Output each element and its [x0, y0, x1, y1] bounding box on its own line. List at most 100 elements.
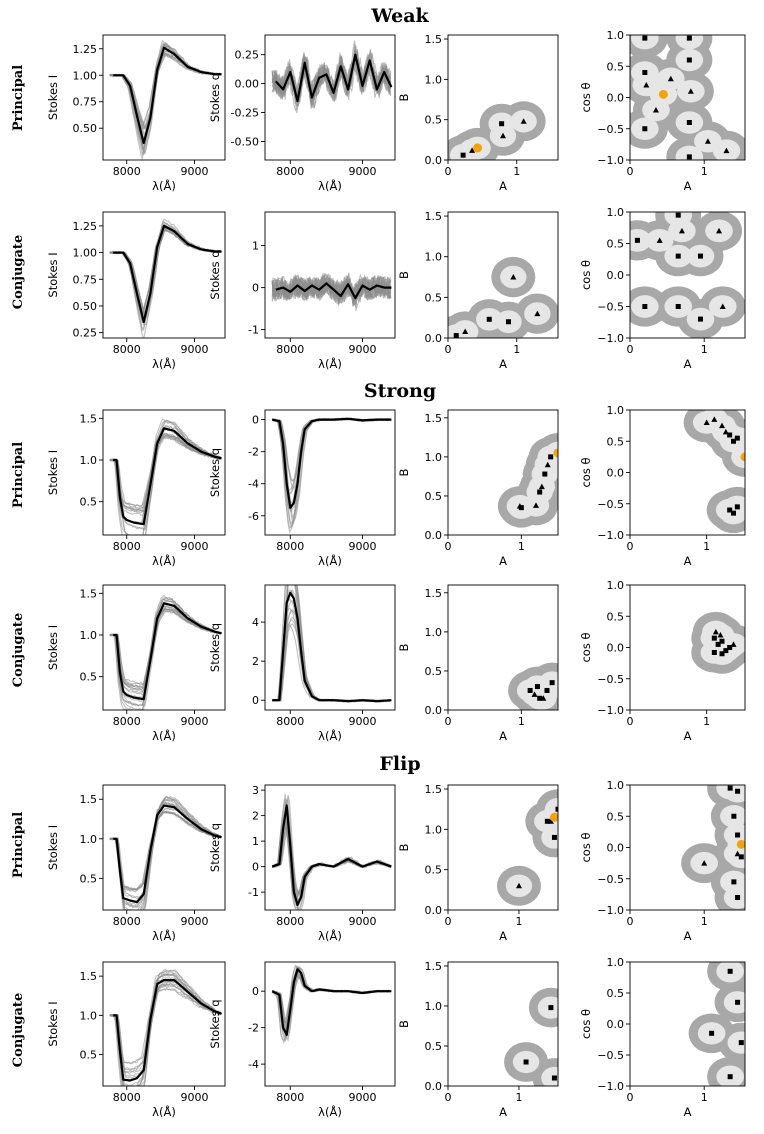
best-fit-marker: [553, 448, 558, 458]
square-marker: [731, 879, 737, 885]
model-curve: [109, 428, 221, 525]
x-tick-label: 0: [627, 915, 634, 928]
y-tick-label: 0.75: [73, 96, 98, 109]
square-marker: [542, 471, 548, 477]
model-curve: [109, 49, 222, 136]
model-curve: [109, 42, 222, 156]
y-tick-label: 1.5: [80, 412, 98, 425]
model-curve: [109, 810, 222, 891]
model-curve: [109, 436, 221, 508]
model-curve: [109, 978, 222, 1082]
model-curve: [109, 228, 221, 316]
x-tick-label: 1: [701, 343, 708, 356]
square-marker: [719, 651, 725, 657]
model-curve: [109, 802, 222, 908]
model-curve: [109, 53, 222, 130]
panel-flip-principal-ab: 0 1 0.0 0.5 1.0 1.5 A B: [397, 783, 559, 943]
y-tick-label: 0.0: [607, 467, 625, 480]
x-axis-label: λ(Å): [152, 356, 176, 371]
square-marker: [506, 319, 511, 325]
observed-curve: [113, 804, 222, 904]
y-tick-label: 0.5: [80, 671, 98, 684]
panel-strong-principal-stokes-i: 8000 9000 0.5 1.0 1.5 λ(Å) Stokes I: [46, 409, 226, 568]
model-curve: [271, 585, 391, 703]
x-tick-label: 8000: [113, 715, 141, 728]
y-axis-label: Stokes q: [208, 448, 222, 497]
x-axis-label: A: [499, 1105, 507, 1119]
x-tick-label: 9000: [181, 715, 209, 728]
plot-area: [109, 795, 222, 910]
model-curve: [109, 46, 222, 147]
x-axis-label: λ(Å): [318, 356, 342, 371]
model-curve: [109, 610, 222, 685]
y-tick-label: 0.50: [73, 300, 98, 313]
model-curve: [109, 53, 222, 130]
model-curve: [271, 417, 391, 496]
y-tick-label: 0: [252, 414, 259, 427]
square-marker: [697, 253, 703, 259]
triangle-marker: [515, 882, 522, 889]
y-tick-label: 1.0: [425, 251, 443, 264]
square-marker: [686, 35, 692, 41]
axes-frame: [102, 584, 226, 711]
axes-frame: [264, 211, 396, 339]
model-curve: [109, 52, 222, 131]
model-curve: [109, 220, 222, 332]
y-axis-label: Stokes q: [208, 999, 222, 1048]
axes-frame: [102, 34, 226, 161]
y-tick-label: 0.0: [425, 1080, 443, 1093]
x-tick-label: 8000: [113, 343, 141, 356]
square-marker: [727, 432, 733, 438]
triangle-marker: [469, 147, 476, 153]
axes-frame: [447, 961, 559, 1087]
y-tick-label: 1.00: [73, 69, 98, 82]
x-axis-label: λ(Å): [318, 553, 342, 568]
square-marker: [460, 152, 466, 158]
x-axis-label: λ(Å): [152, 553, 176, 568]
y-tick-label: 0.25: [235, 49, 260, 62]
panel-strong-conjugate-stokes-i: 8000 9000 0.5 1.0 1.5 λ(Å) Stokes I: [46, 584, 226, 743]
square-marker: [738, 854, 744, 860]
x-tick-label: 9000: [349, 715, 377, 728]
model-curve: [109, 984, 221, 1071]
observed-curve: [113, 46, 222, 145]
model-curve: [109, 605, 222, 696]
model-curve: [109, 980, 221, 1079]
plot-area: [508, 662, 558, 710]
square-marker: [731, 438, 736, 444]
model-curve: [109, 983, 221, 1074]
y-axis-label: Stokes q: [208, 250, 222, 299]
y-tick-label: 1.0: [607, 779, 625, 792]
x-axis-label: A: [684, 357, 692, 371]
y-tick-label: -0.50: [231, 135, 259, 148]
triangle-marker: [643, 82, 650, 88]
y-tick-label: −0.5: [597, 873, 624, 886]
x-axis-label: A: [684, 179, 692, 193]
panel-flip-conjugate-stokes-i: 8000 9000 0.5 1.0 1.5 λ(Å) Stokes I: [46, 961, 226, 1119]
plot-area: [683, 410, 745, 534]
observed-curve: [272, 591, 392, 703]
axes-frame: [102, 961, 226, 1087]
x-tick-label: 9000: [349, 540, 377, 553]
y-axis-label: Stokes I: [46, 1001, 60, 1046]
square-marker: [727, 645, 733, 650]
row-label-strong-conjugate: Conjugate: [11, 613, 26, 687]
x-tick-label: 1: [701, 915, 708, 928]
contour-inner: [675, 35, 704, 50]
square-marker: [642, 35, 648, 41]
model-curve: [109, 808, 221, 898]
triangle-marker: [734, 850, 741, 857]
triangle-marker: [703, 419, 710, 425]
y-tick-label: 1.0: [607, 29, 625, 42]
y-tick-label: 1.5: [425, 960, 443, 973]
panel-weak-principal-stokes-i: 8000 9000 0.50 0.75 1.00 1.25 λ(Å) Stokes I: [46, 34, 226, 193]
triangle-marker: [540, 695, 547, 701]
model-curve: [109, 978, 222, 1082]
y-axis-label: B: [397, 468, 411, 476]
model-curve: [109, 226, 222, 322]
model-curve: [109, 433, 222, 512]
y-tick-label: 0.0: [425, 704, 443, 717]
contour-inner: [723, 991, 745, 1014]
model-curve: [109, 807, 222, 900]
x-tick-label: 1: [703, 715, 710, 728]
